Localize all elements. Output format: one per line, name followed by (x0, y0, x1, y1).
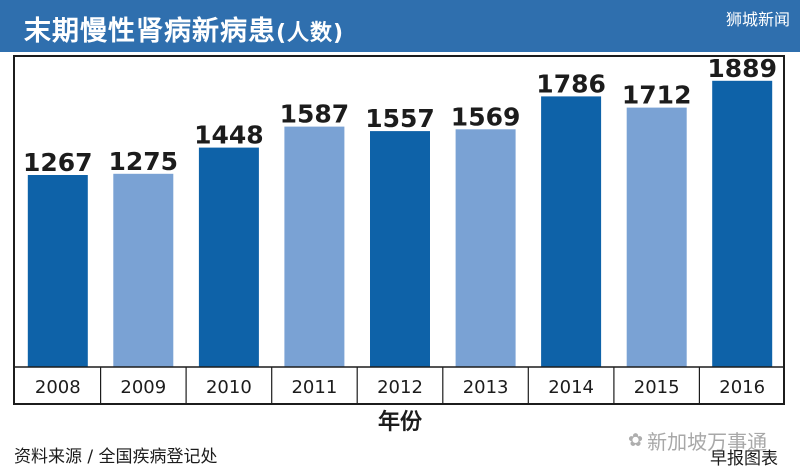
x-tick-2012: 2012 (377, 377, 423, 398)
source-note: 资料来源 / 全国疾病登记处 (14, 447, 218, 467)
watermark-text: 新加坡万事通 (647, 430, 768, 454)
data-label-2009: 1275 (109, 147, 179, 176)
data-label-2008: 1267 (23, 148, 93, 177)
wechat-icon: ✿ (628, 430, 644, 451)
bar-2012 (370, 131, 430, 367)
chart-title: 末期慢性肾病新病患(人数) (24, 9, 344, 48)
x-tick-2011: 2011 (291, 377, 337, 398)
x-tick-2016: 2016 (719, 377, 765, 398)
data-label-2015: 1712 (622, 81, 692, 110)
bars-layer (27, 80, 773, 368)
x-tick-2008: 2008 (35, 377, 81, 398)
data-label-2016: 1889 (707, 54, 777, 83)
bar-2016 (712, 80, 773, 368)
chart-title-text: 末期慢性肾病新病患 (24, 16, 276, 47)
x-axis-layer: 2008 2009 2010 2011 2012 2013 2014 2015 2016 (15, 366, 785, 403)
x-tick-2010: 2010 (206, 377, 252, 398)
bar-2011 (284, 126, 345, 367)
bar-2009 (113, 173, 174, 367)
x-tick-2013: 2013 (463, 377, 509, 398)
watermark: ✿ 新加坡万事通 (628, 426, 767, 455)
chart-title-unit: (人数) (276, 21, 345, 46)
data-label-2014: 1786 (536, 69, 606, 98)
bar-2008 (27, 175, 88, 367)
bar-2014 (541, 96, 602, 368)
x-tick-2009: 2009 (120, 377, 166, 398)
data-label-2013: 1569 (451, 102, 521, 131)
bar-2013 (455, 129, 516, 367)
data-label-2012: 1557 (365, 104, 435, 133)
data-labels-layer: 1267 1275 1448 1587 1557 1569 1786 1712 1889 (23, 54, 777, 177)
data-label-2010: 1448 (194, 121, 264, 150)
x-tick-2014: 2014 (548, 377, 594, 398)
brand-label: 狮城新闻 (725, 10, 790, 29)
data-label-2011: 1587 (280, 100, 350, 129)
x-axis-title: 年份 (377, 410, 422, 435)
chart-header: 末期慢性肾病新病患(人数) 狮城新闻 (0, 0, 800, 52)
bar-2015 (626, 107, 687, 367)
chart-credit: 早报图表 (710, 449, 778, 469)
bar-2010 (198, 147, 259, 367)
x-tick-2015: 2015 (634, 377, 680, 398)
